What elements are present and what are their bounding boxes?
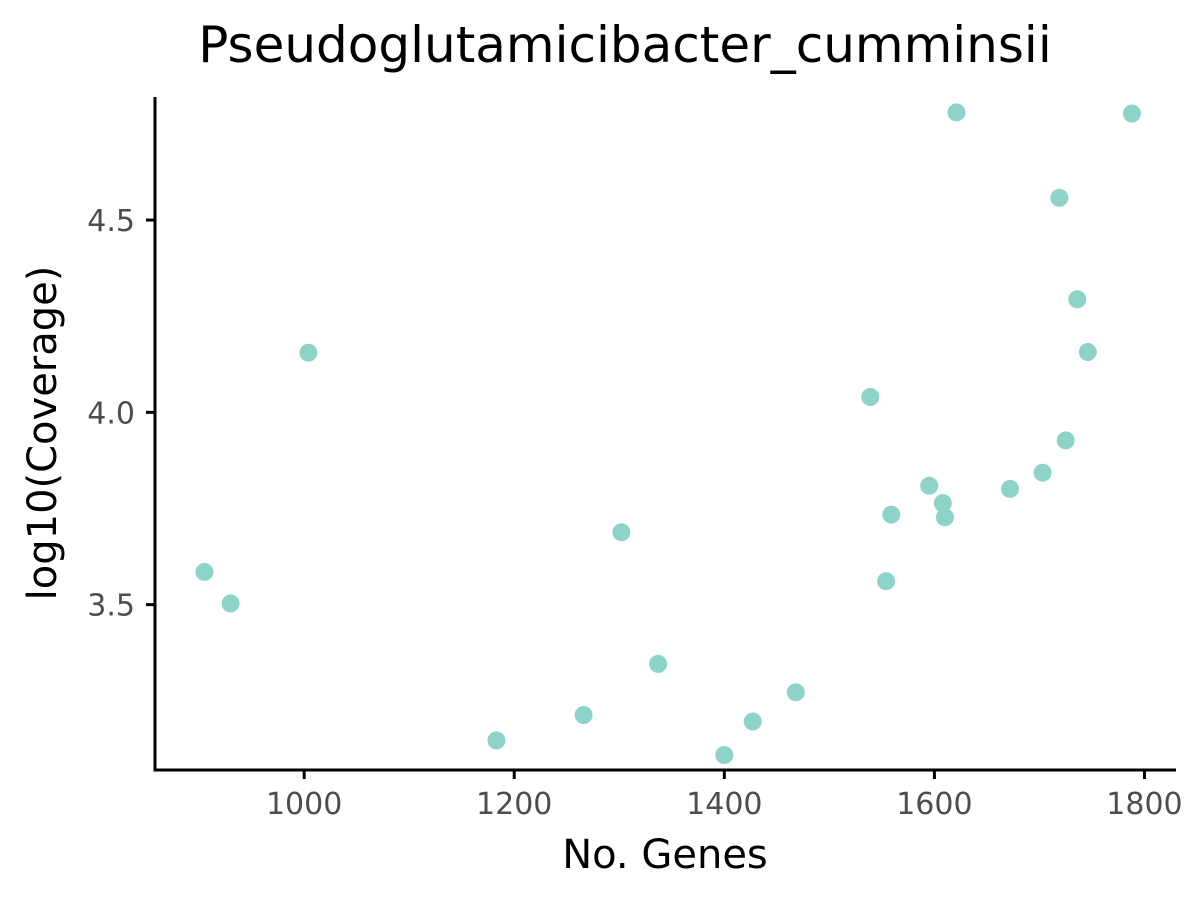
data-point [920, 476, 939, 495]
data-points [195, 103, 1141, 764]
data-point [861, 388, 880, 406]
data-point [877, 572, 896, 591]
y-axis-ticks: 3.5 4.0 4.5 [87, 204, 155, 624]
data-point [574, 706, 593, 724]
x-tick-label: 1000 [266, 787, 342, 822]
data-point [1078, 343, 1097, 361]
data-point [1001, 479, 1019, 498]
data-point [1122, 104, 1141, 123]
data-point [487, 731, 506, 750]
data-point [715, 746, 734, 764]
data-point [1050, 188, 1069, 207]
y-tick-label: 3.5 [87, 589, 135, 624]
x-axis-label: No. Genes [562, 832, 768, 878]
data-point [649, 654, 668, 673]
data-point [743, 712, 762, 731]
data-point [1068, 290, 1087, 309]
x-tick-label: 1200 [476, 787, 552, 822]
data-point [933, 494, 952, 513]
y-axis-label: log10(Coverage) [20, 266, 66, 601]
y-tick-label: 4.5 [87, 204, 135, 239]
data-point [1033, 463, 1052, 482]
x-axis-ticks: 1000 1200 1400 1600 1800 [266, 770, 1183, 822]
x-tick-label: 1800 [1106, 787, 1182, 822]
x-tick-label: 1400 [686, 787, 762, 822]
data-point [786, 683, 805, 702]
y-tick-label: 4.0 [87, 396, 135, 431]
data-point [947, 103, 966, 122]
data-point [299, 343, 318, 362]
x-tick-label: 1600 [896, 787, 972, 822]
data-point [221, 594, 240, 613]
data-point [612, 523, 631, 542]
chart-title: Pseudoglutamicibacter_cumminsii [198, 16, 1051, 74]
data-point [1056, 431, 1075, 450]
data-point [935, 508, 954, 527]
data-point [195, 562, 214, 581]
data-point [882, 505, 901, 524]
